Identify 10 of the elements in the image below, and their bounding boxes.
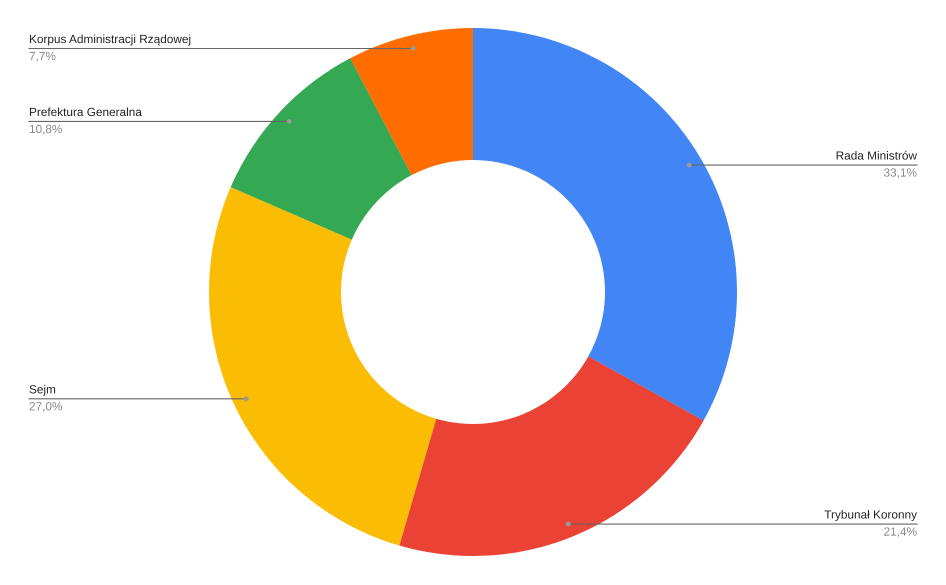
slice-label: Trybunał Koronny bbox=[824, 510, 917, 522]
slice-label: Korpus Administracji Rządowej bbox=[30, 34, 190, 46]
data-label: 33,1% bbox=[884, 168, 917, 178]
slice-label: Prefektura Generalna bbox=[30, 107, 142, 116]
data-label: 27,0% bbox=[30, 402, 62, 412]
slice-label: Rada Ministrów bbox=[836, 150, 918, 160]
data-label: 10,8% bbox=[30, 124, 62, 135]
data-label: 21,4% bbox=[884, 527, 917, 538]
slice-label: Sejm bbox=[30, 384, 56, 396]
data-label: 7,7% bbox=[30, 52, 56, 62]
